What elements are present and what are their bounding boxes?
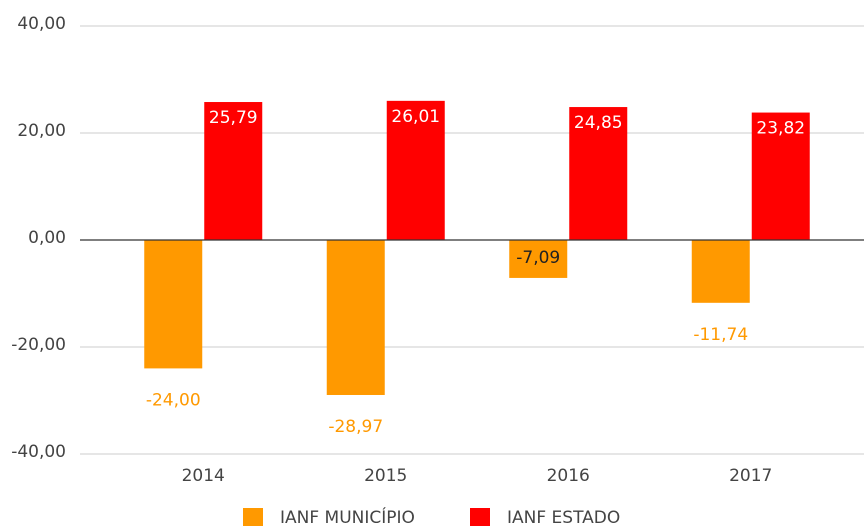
bar bbox=[204, 102, 263, 240]
bar bbox=[509, 240, 568, 278]
legend-label: IANF ESTADO bbox=[507, 508, 620, 526]
data-label: -7,09 bbox=[516, 248, 560, 268]
data-label: 23,82 bbox=[756, 119, 805, 139]
data-label: 26,01 bbox=[391, 107, 440, 127]
bar bbox=[144, 240, 203, 369]
y-tick-label: -40,00 bbox=[11, 442, 66, 462]
data-label: -28,97 bbox=[328, 417, 383, 437]
legend-swatch bbox=[470, 508, 490, 526]
data-label: 25,79 bbox=[209, 108, 258, 128]
y-tick-label: 20,00 bbox=[17, 121, 66, 141]
bar bbox=[386, 100, 445, 240]
x-tick-label: 2014 bbox=[182, 466, 225, 486]
bar bbox=[326, 240, 385, 395]
data-label: 24,85 bbox=[574, 113, 623, 133]
data-label: -24,00 bbox=[146, 390, 201, 410]
y-tick-label: -20,00 bbox=[11, 335, 66, 355]
bar bbox=[569, 107, 628, 241]
legend-label: IANF MUNICÍPIO bbox=[280, 506, 415, 526]
y-tick-label: 40,00 bbox=[17, 14, 66, 34]
legend-swatch bbox=[243, 508, 263, 526]
data-label: -11,74 bbox=[693, 325, 748, 345]
x-tick-label: 2015 bbox=[364, 466, 407, 486]
bar bbox=[691, 240, 750, 303]
bar bbox=[751, 112, 810, 240]
x-tick-label: 2017 bbox=[729, 466, 772, 486]
x-tick-label: 2016 bbox=[547, 466, 590, 486]
y-tick-label: 0,00 bbox=[28, 228, 66, 248]
